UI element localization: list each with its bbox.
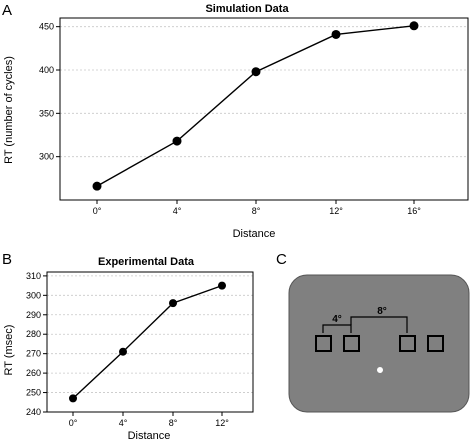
experimental-plot-frame [46, 271, 254, 413]
simulation-chart-title: Simulation Data [205, 3, 289, 15]
experimental-series-line [72, 284, 223, 399]
simulation-y-tick-label: 300 [39, 152, 54, 162]
fixation-dot [377, 367, 383, 373]
simulation-y-tick-label: 450 [39, 22, 54, 32]
simulation-y-axis-label: RT (number of cycles) [3, 56, 15, 164]
experimental-x-tick-label: 8° [169, 418, 178, 428]
experimental-chart: B Experimental Data 240 250 260 270 280 290 30… [2, 251, 254, 442]
experimental-chart-title: Experimental Data [98, 256, 195, 268]
simulation-x-tick-label: 0° [93, 206, 102, 216]
simulation-series-line [96, 25, 415, 187]
simulation-data-point [251, 67, 261, 77]
simulation-chart: A Simulation Data 300 350 400 450 0° 4° 8° 12° 1… [2, 2, 469, 240]
simulation-plot-frame [59, 17, 469, 201]
distance-label-large: 8° [377, 306, 387, 317]
distance-bracket-large [350, 316, 408, 333]
experimental-data-point [218, 281, 226, 290]
stimulus-display-panel: C 4° 8° [276, 251, 470, 413]
experimental-x-tick-label: 4° [119, 418, 128, 428]
panel-c-letter: C [276, 251, 287, 268]
experimental-data-point [69, 394, 77, 403]
stimulus-box-3 [399, 335, 416, 352]
simulation-data-point [172, 136, 182, 146]
stimulus-box-4 [427, 335, 444, 352]
stimulus-box-1 [315, 335, 332, 352]
experimental-y-tick-label: 280 [26, 329, 41, 339]
experimental-y-tick-label: 270 [26, 349, 41, 359]
simulation-data-point [92, 181, 102, 191]
experimental-y-axis-label: RT (msec) [3, 325, 15, 376]
experimental-y-tick-label: 250 [26, 388, 41, 398]
simulation-x-tick-label: 8° [252, 206, 261, 216]
stimulus-box-2 [343, 335, 360, 352]
experimental-x-axis-label: Distance [128, 430, 171, 439]
simulation-y-tick-label: 400 [39, 65, 54, 75]
simulation-x-tick-label: 4° [173, 206, 182, 216]
experimental-y-tick-label: 240 [26, 407, 41, 417]
stimulus-screen [288, 274, 470, 413]
simulation-data-point [409, 21, 419, 31]
simulation-x-tick-label: 12° [329, 206, 343, 216]
simulation-data-point [331, 29, 341, 39]
simulation-x-axis-label: Distance [233, 228, 276, 240]
distance-bracket-small [322, 324, 352, 333]
simulation-x-tick-label: 16° [407, 206, 421, 216]
experimental-x-tick-label: 0° [69, 418, 78, 428]
experimental-y-tick-label: 300 [26, 290, 41, 300]
experimental-data-point [169, 299, 177, 308]
experimental-y-tick-label: 310 [26, 271, 41, 281]
simulation-y-tick-label: 350 [39, 108, 54, 118]
panel-b-letter: B [2, 251, 12, 268]
experimental-y-tick-label: 260 [26, 368, 41, 378]
panel-a-letter: A [2, 2, 12, 19]
experimental-x-tick-label: 12° [215, 418, 229, 428]
experimental-y-tick-label: 290 [26, 310, 41, 320]
experimental-data-point [119, 347, 127, 356]
distance-label-small: 4° [332, 314, 342, 325]
